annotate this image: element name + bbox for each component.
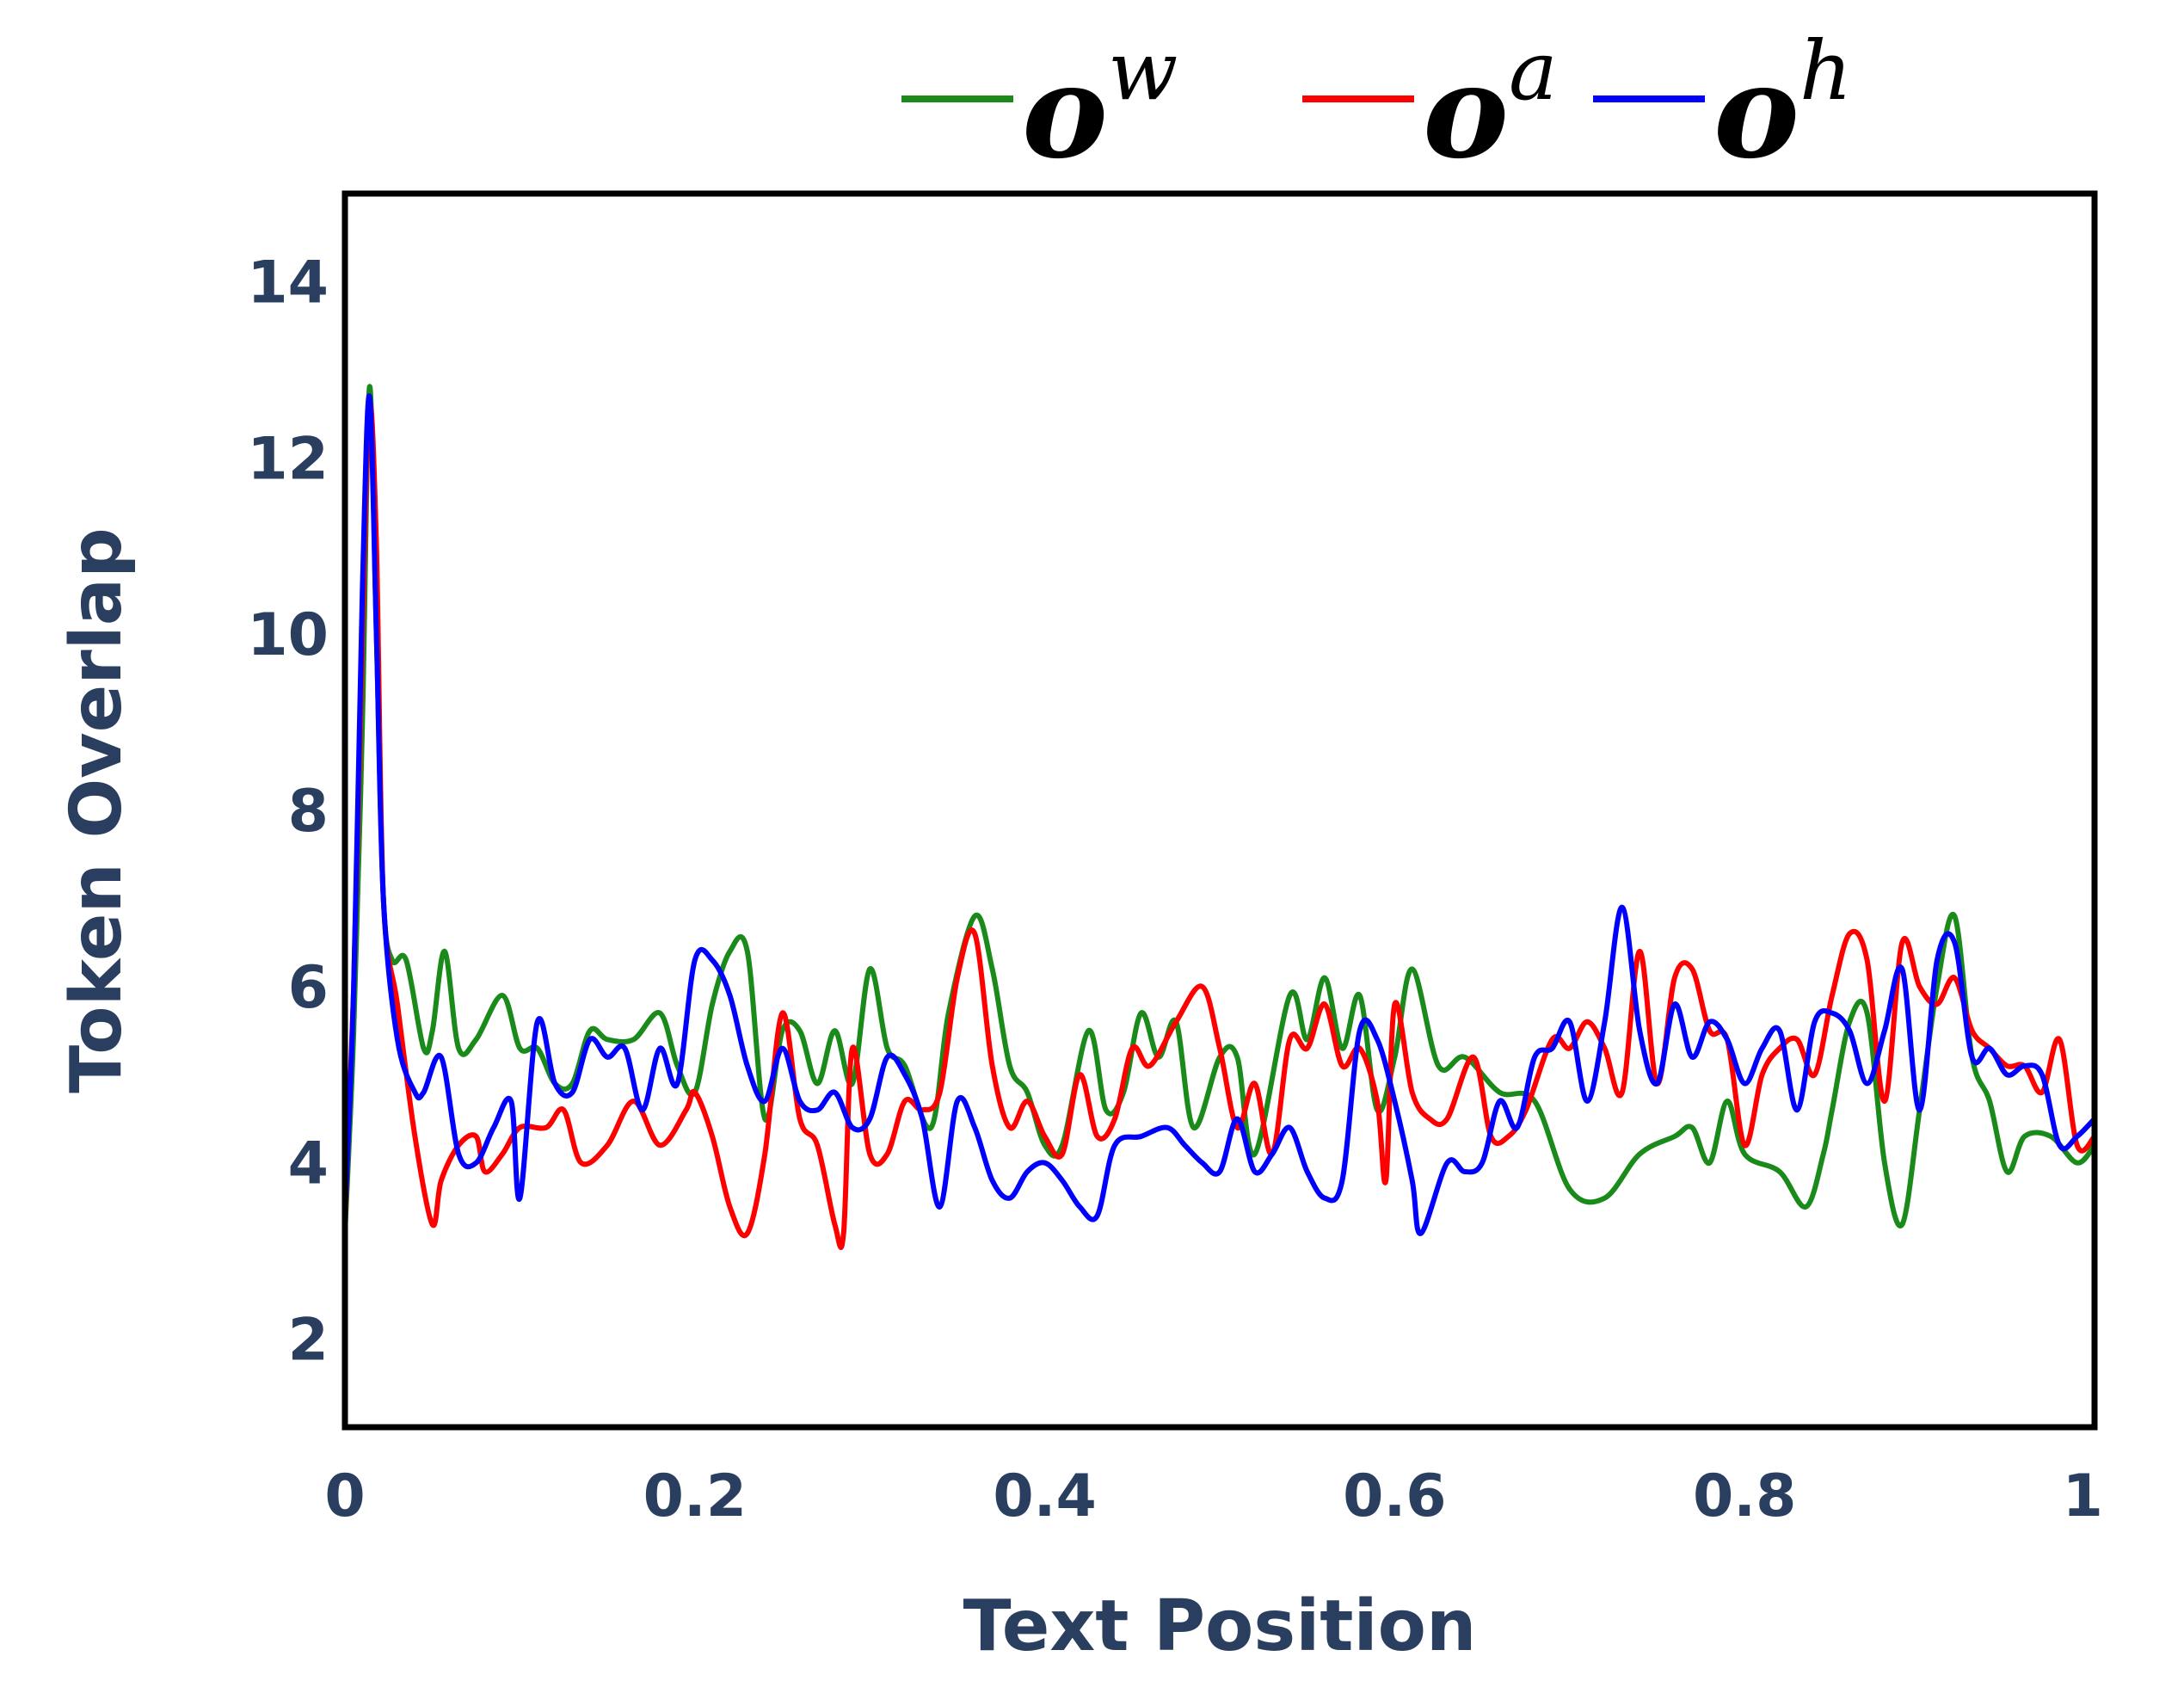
series-layer [345,384,2095,1250]
x-tick-label: 0.2 [643,1462,747,1530]
legend-label-base: o [1423,36,1509,188]
x-tick-label: 0.8 [1693,1462,1796,1530]
y-tick-label: 10 [247,601,329,669]
series-line-oh [345,393,2095,1236]
y-axis-ticks: 2 4 6 8 10 12 14 [247,249,329,1374]
y-tick-label: 6 [288,954,329,1022]
legend-label-superscript: h [1799,24,1852,119]
y-tick-label: 8 [288,778,329,846]
y-tick-label: 14 [247,249,329,317]
x-axis-title: Text Position [963,1585,1477,1667]
legend-label-base: o [1022,36,1108,188]
legend-label-superscript: w [1108,24,1178,119]
series-line-ow [345,384,2095,1236]
y-axis-title: Token Overlap [56,527,138,1093]
y-tick-label: 12 [247,425,329,493]
x-tick-label: 0 [324,1462,365,1530]
x-axis-ticks: 0 0.2 0.4 0.6 0.8 1 [324,1462,2103,1530]
y-tick-label: 2 [288,1307,329,1375]
series-line-oa [345,400,2095,1250]
x-tick-label: 1 [2063,1462,2103,1530]
y-tick-label: 4 [288,1130,329,1198]
legend-label-base: o [1713,36,1799,188]
plot-frame [341,190,2098,1431]
legend-label-superscript: a [1509,24,1558,119]
x-tick-label: 0.6 [1343,1462,1446,1530]
x-tick-label: 0.4 [993,1462,1096,1530]
